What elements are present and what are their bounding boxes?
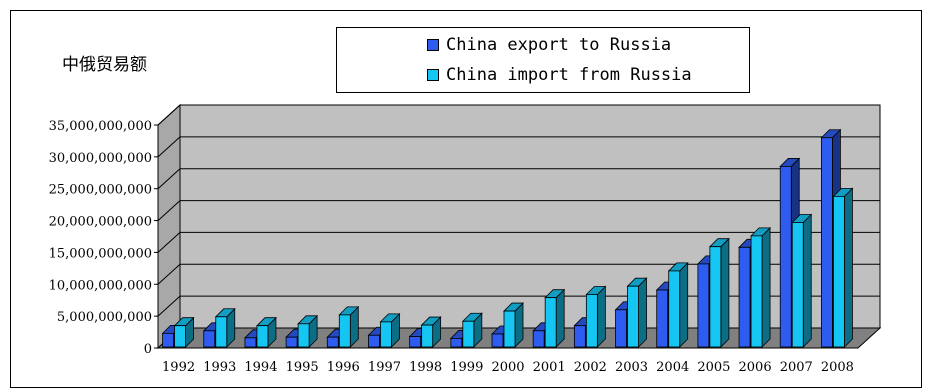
y-tick-label: 30,000,000,000 xyxy=(49,151,152,166)
x-tick-label: 2007 xyxy=(780,360,813,375)
bar-import-2004 xyxy=(667,261,689,348)
bar-import-1992 xyxy=(173,316,195,348)
x-tick-label: 1998 xyxy=(409,360,442,375)
bar-import-2007 xyxy=(791,213,813,348)
x-tick-label: 1996 xyxy=(327,360,360,375)
bar-import-2006 xyxy=(750,226,772,348)
bar-import-2005 xyxy=(708,237,730,348)
bar-import-2002 xyxy=(585,285,607,348)
x-tick-label: 1992 xyxy=(162,360,195,375)
y-tick-label: 0 xyxy=(144,342,152,357)
legend-label-import: China import from Russia xyxy=(446,65,692,85)
bar-import-1998 xyxy=(420,316,442,348)
gridline xyxy=(157,263,880,285)
gridline xyxy=(157,231,880,253)
legend-item-import: China import from Russia xyxy=(427,63,692,87)
bar-import-1994 xyxy=(255,316,277,348)
x-tick-label: 1999 xyxy=(450,360,483,375)
side-wall xyxy=(157,103,181,350)
y-tick-label: 20,000,000,000 xyxy=(49,215,152,230)
x-tick-label: 2001 xyxy=(533,360,566,375)
gridline xyxy=(157,136,880,158)
bar-import-1997 xyxy=(379,312,401,348)
x-tick-label: 2005 xyxy=(697,360,730,375)
gridline xyxy=(157,104,880,126)
bar-import-2000 xyxy=(503,302,524,348)
bar-import-1993 xyxy=(214,307,236,348)
y-tick-label: 10,000,000,000 xyxy=(49,278,152,293)
x-tick-label: 2004 xyxy=(656,360,689,375)
y-tick-label: 5,000,000,000 xyxy=(57,310,152,325)
gridline xyxy=(157,200,880,221)
back-wall xyxy=(179,104,881,329)
x-tick-label: 2006 xyxy=(739,360,772,375)
bar-import-1996 xyxy=(338,305,360,348)
bar-import-2001 xyxy=(544,288,566,348)
x-tick-label: 2008 xyxy=(821,360,854,375)
x-tick-label: 1995 xyxy=(286,360,319,375)
x-tick-label: 2003 xyxy=(615,360,648,375)
bar-import-2008 xyxy=(832,187,854,348)
x-tick-label: 1997 xyxy=(368,360,401,375)
bar-import-1999 xyxy=(461,312,483,348)
x-tick-label: 2002 xyxy=(574,360,607,375)
y-tick-label: 25,000,000,000 xyxy=(49,183,152,198)
x-tick-label: 1994 xyxy=(244,360,277,375)
legend-swatch-import xyxy=(427,69,439,81)
x-tick-label: 2000 xyxy=(491,360,524,375)
y-tick-label: 35,000,000,000 xyxy=(49,119,152,134)
bar-import-1995 xyxy=(297,314,319,348)
legend: China export to Russia China import from… xyxy=(336,27,750,93)
gridline xyxy=(157,168,880,190)
legend-swatch-export xyxy=(427,39,439,51)
legend-item-export: China export to Russia xyxy=(427,33,671,57)
chart-title: 中俄贸易额 xyxy=(62,55,147,75)
legend-label-export: China export to Russia xyxy=(446,35,672,55)
x-tick-label: 1993 xyxy=(203,360,236,375)
bar-import-2003 xyxy=(626,277,648,348)
y-tick-label: 15,000,000,000 xyxy=(49,246,152,261)
